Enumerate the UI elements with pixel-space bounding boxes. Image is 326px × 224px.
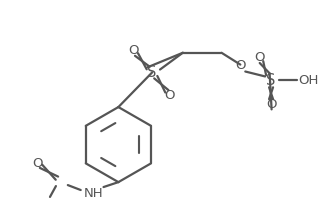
Text: O: O <box>235 59 245 72</box>
Text: NH: NH <box>84 187 103 200</box>
Text: O: O <box>165 89 175 102</box>
Text: S: S <box>266 73 276 88</box>
Text: O: O <box>32 157 42 170</box>
Text: O: O <box>254 51 264 64</box>
Text: S: S <box>147 65 157 80</box>
Text: O: O <box>128 44 139 57</box>
Text: O: O <box>266 98 276 111</box>
Text: OH: OH <box>299 74 319 87</box>
